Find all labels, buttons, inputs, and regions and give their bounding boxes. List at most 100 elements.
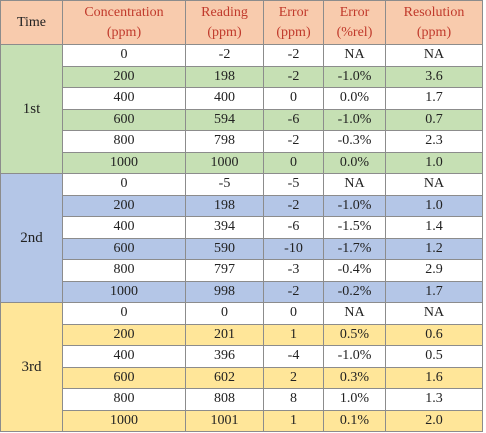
- cell: -10: [263, 237, 324, 260]
- cell: -1.0%: [323, 345, 386, 368]
- cell: 0.0%: [323, 87, 386, 110]
- cell: 1000: [62, 151, 186, 174]
- cell: 0: [263, 87, 324, 110]
- data-row: 400 400 0 0.0% 1.7: [1, 87, 483, 110]
- cell: 0: [263, 151, 324, 174]
- cell: 800: [62, 259, 186, 282]
- header-text: (ppm): [416, 24, 452, 40]
- cell: 0: [263, 302, 324, 325]
- data-row: 400 396 -4 -1.0% 0.5: [1, 345, 483, 368]
- cell: NA: [323, 44, 386, 67]
- cell: -5: [263, 173, 324, 196]
- data-row: 800 798 -2 -0.3% 2.3: [1, 130, 483, 153]
- cell: 400: [62, 345, 186, 368]
- cell: -6: [263, 216, 324, 239]
- cell: 0.1%: [323, 409, 386, 432]
- cell: 1000: [185, 151, 264, 174]
- group-label: 3rd: [0, 302, 63, 432]
- data-row: 200 198 -2 -1.0% 1.0: [1, 194, 483, 217]
- cell: 1.0%: [323, 388, 386, 411]
- cell: -5: [185, 173, 264, 196]
- cell: -2: [263, 280, 324, 303]
- cell: -1.7%: [323, 237, 386, 260]
- cell: 1.0: [385, 194, 483, 217]
- cell: 0.6: [385, 323, 483, 346]
- cell: -4: [263, 345, 324, 368]
- cell: 400: [62, 87, 186, 110]
- cell: 200: [62, 323, 186, 346]
- cell: 800: [62, 388, 186, 411]
- cell: 602: [185, 366, 264, 389]
- header-text: (ppm): [106, 24, 142, 40]
- data-row: 600 594 -6 -1.0% 0.7: [1, 108, 483, 131]
- cell: 0: [62, 302, 186, 325]
- cell: 1001: [185, 409, 264, 432]
- cell: -0.2%: [323, 280, 386, 303]
- cell: -2: [263, 194, 324, 217]
- cell: 0.7: [385, 108, 483, 131]
- header-text: (%rel): [336, 24, 373, 40]
- header-text: Resolution: [403, 4, 465, 20]
- cell: 1.4: [385, 216, 483, 239]
- header-text: Error: [278, 4, 309, 20]
- cell: 198: [185, 65, 264, 88]
- cell: 600: [62, 366, 186, 389]
- group-label: 1st: [0, 44, 63, 174]
- cell: -2: [263, 130, 324, 153]
- cell: 8: [263, 388, 324, 411]
- header-cell: Reading (ppm): [185, 0, 264, 45]
- cell: 0.3%: [323, 366, 386, 389]
- cell: -6: [263, 108, 324, 131]
- cell: 1: [263, 323, 324, 346]
- data-row: 1000 1000 0 0.0% 1.0: [1, 151, 483, 174]
- header-text: Error: [339, 4, 370, 20]
- cell: 396: [185, 345, 264, 368]
- cell: 1.6: [385, 366, 483, 389]
- cell: 1.3: [385, 388, 483, 411]
- cell: -2: [263, 65, 324, 88]
- cell: 797: [185, 259, 264, 282]
- cell: 0.0%: [323, 151, 386, 174]
- cell: 1.7: [385, 280, 483, 303]
- cell: 1.0: [385, 151, 483, 174]
- cell: -0.3%: [323, 130, 386, 153]
- header-cell: Concentration (ppm): [62, 0, 186, 45]
- header-cell: Error (ppm): [263, 0, 324, 45]
- cell: 3.6: [385, 65, 483, 88]
- cell: 394: [185, 216, 264, 239]
- cell: 594: [185, 108, 264, 131]
- cell: 808: [185, 388, 264, 411]
- cell: 0: [62, 173, 186, 196]
- cell: -1.0%: [323, 65, 386, 88]
- cell: -2: [263, 44, 324, 67]
- cell: 2.9: [385, 259, 483, 282]
- cell: NA: [385, 302, 483, 325]
- cell: -0.4%: [323, 259, 386, 282]
- cell: 998: [185, 280, 264, 303]
- data-row: 600 602 2 0.3% 1.6: [1, 366, 483, 389]
- data-row: 1000 998 -2 -0.2% 1.7: [1, 280, 483, 303]
- header-cell: Error (%rel): [323, 0, 386, 45]
- cell: 400: [185, 87, 264, 110]
- data-row: 200 198 -2 -1.0% 3.6: [1, 65, 483, 88]
- cell: -1.0%: [323, 194, 386, 217]
- cell: NA: [385, 44, 483, 67]
- data-row: 200 201 1 0.5% 0.6: [1, 323, 483, 346]
- data-row: 800 808 8 1.0% 1.3: [1, 388, 483, 411]
- header-text: Time: [16, 14, 47, 30]
- cell: 1000: [62, 280, 186, 303]
- header-cell: Resolution (ppm): [385, 0, 483, 45]
- cell: 1000: [62, 409, 186, 432]
- cell: 2.3: [385, 130, 483, 153]
- cell: NA: [323, 173, 386, 196]
- cell: -2: [185, 44, 264, 67]
- cell: 600: [62, 237, 186, 260]
- cell: -3: [263, 259, 324, 282]
- cell: 198: [185, 194, 264, 217]
- header-text: (ppm): [276, 24, 311, 40]
- header-row: Time Concentration (ppm) Reading (ppm) Error (…: [0, 0, 483, 45]
- header-text: (ppm): [207, 24, 242, 40]
- cell: 2.0: [385, 409, 483, 432]
